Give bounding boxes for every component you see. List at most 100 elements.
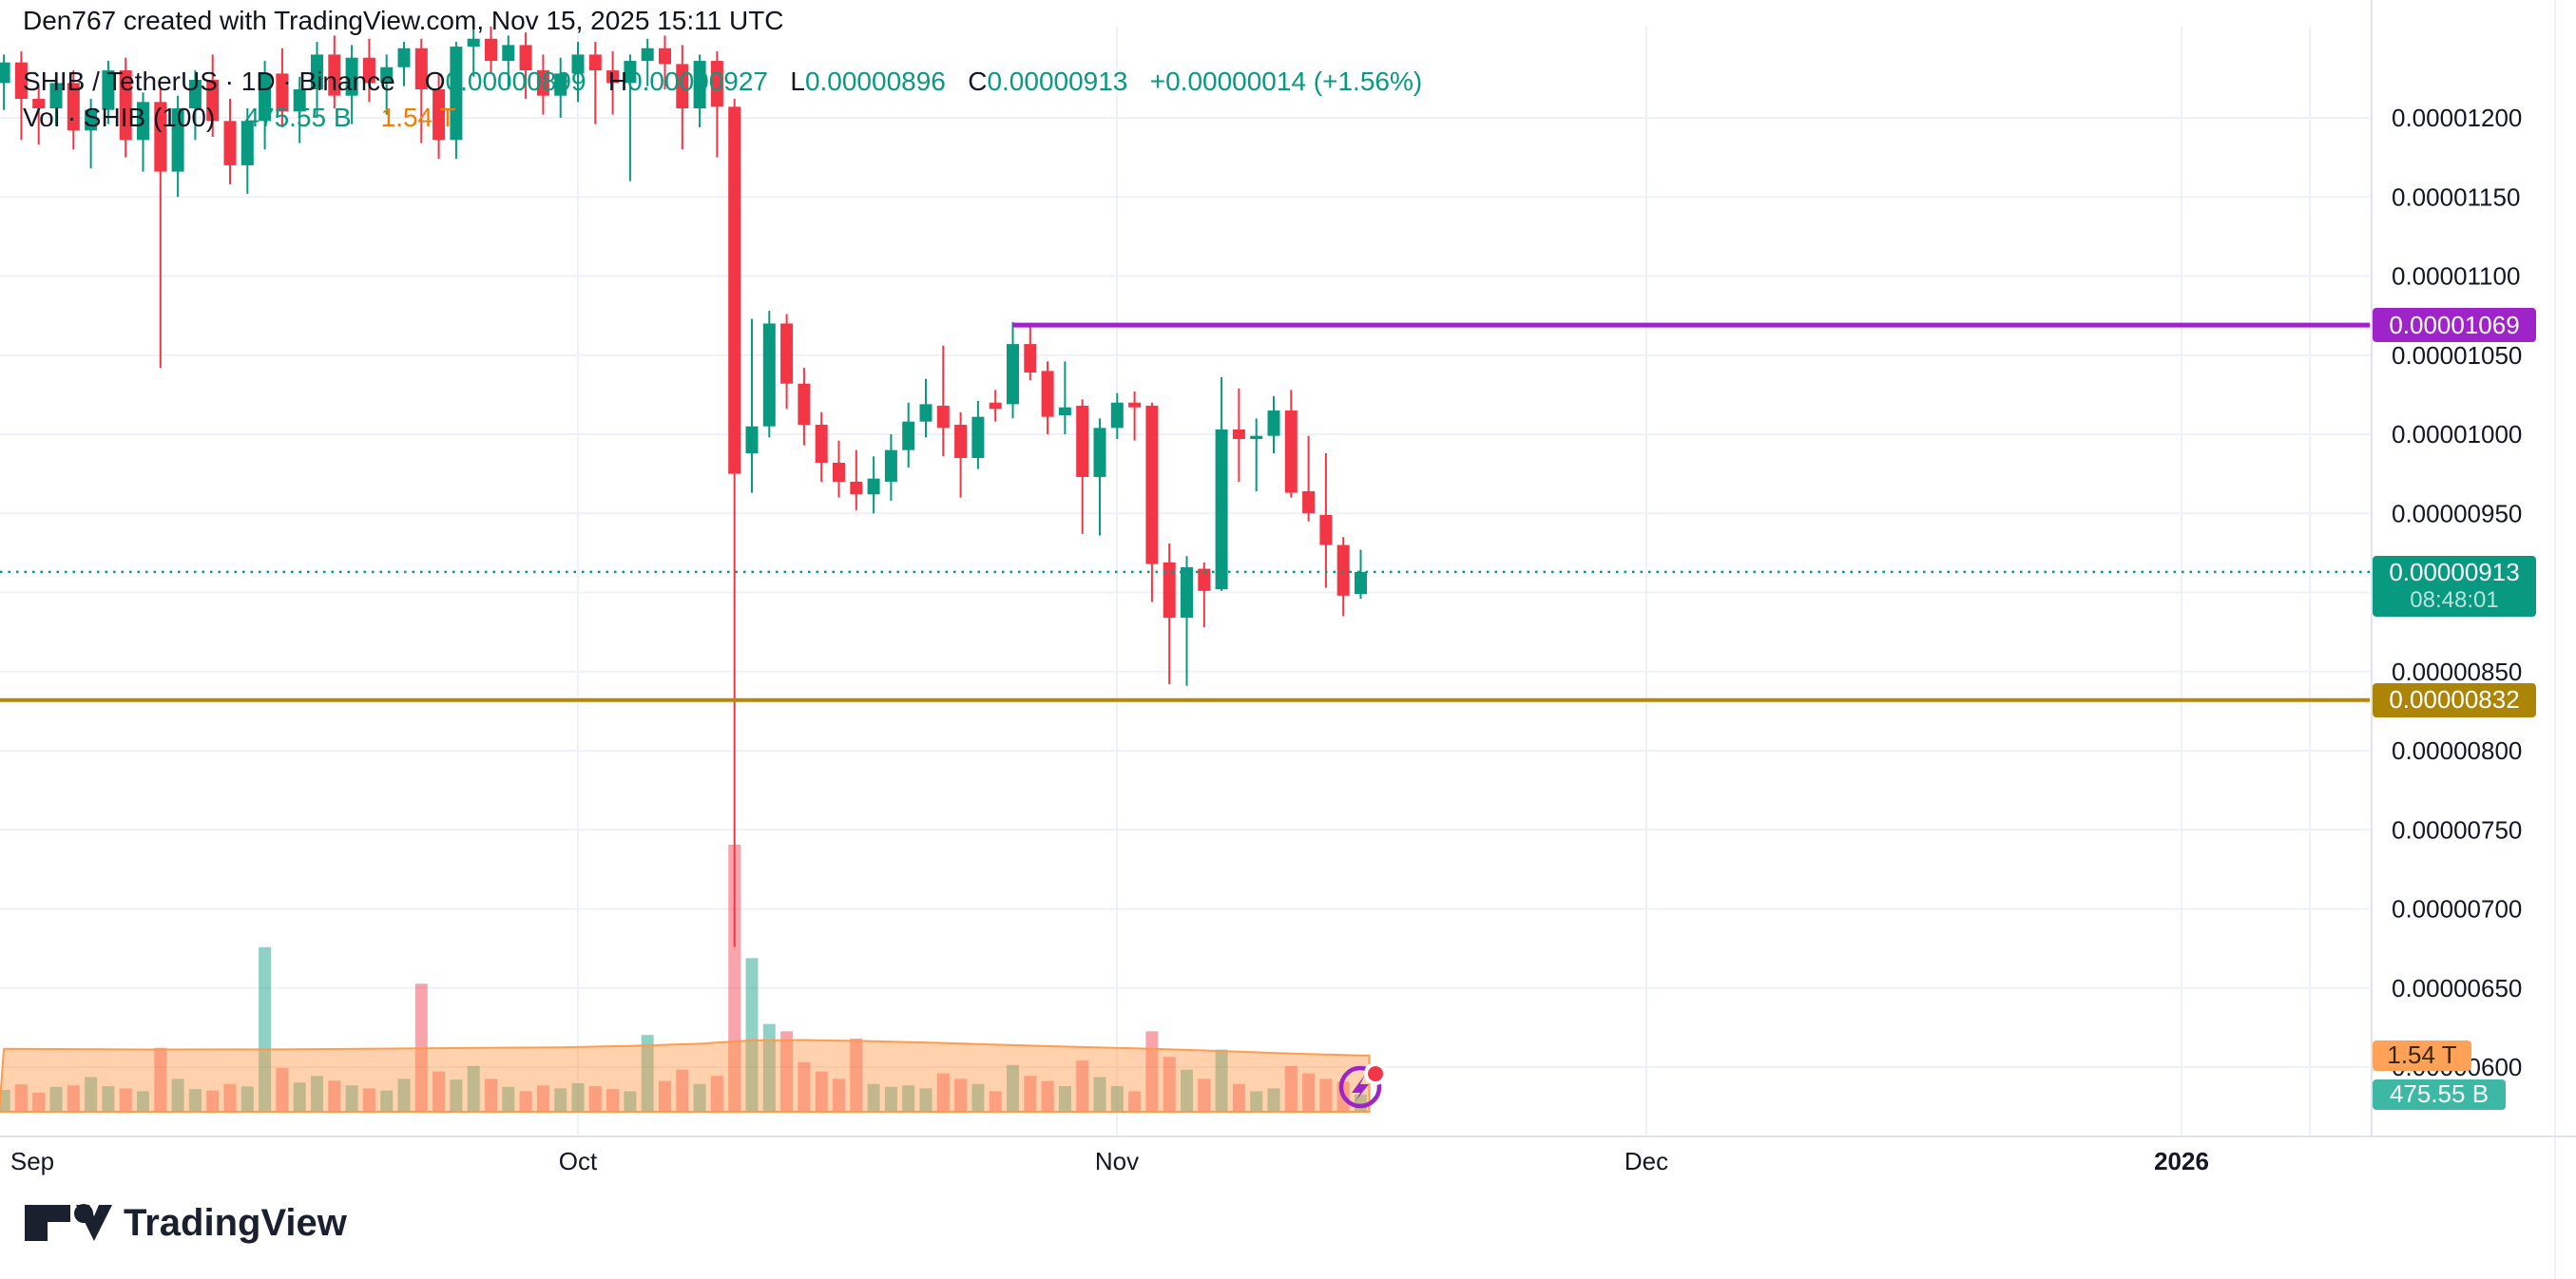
volume-bar [989,1091,1002,1112]
volume-bar [954,1079,968,1112]
logo-glyph-v [76,1205,112,1241]
volume-bar [311,1076,323,1112]
close-value: 0.00000913 [987,67,1128,96]
candle-body [1250,435,1263,439]
support-price-badge: 0.00000832 [2373,682,2536,717]
plot-area [0,27,2370,1113]
candle-body [485,38,497,62]
candle-body [433,89,446,141]
volume-bar [606,1089,620,1112]
volume-bar [745,958,759,1112]
candle-body [414,48,428,90]
candle-body [519,45,532,71]
candle-body [606,70,620,84]
volume-bar [345,1085,358,1112]
candle-body [1041,371,1054,417]
volume-bar [815,1071,828,1112]
candle-body [971,416,985,458]
volume-bar [833,1079,845,1112]
candle-body [902,421,915,450]
volume-bar [32,1092,46,1112]
volume-bar [467,1065,480,1112]
candle-body [850,481,863,495]
volume-bar [14,1084,28,1112]
candle-body [1319,514,1333,545]
current-price-badge: 0.00000913 08:48:01 [2373,555,2536,617]
volume-bar [328,1080,341,1112]
candle-body [780,323,794,384]
candle-body [0,62,10,84]
volume-bar [1007,1064,1019,1112]
volume-bar [49,1086,63,1112]
candle-body [954,425,968,458]
candle-body [624,61,637,84]
notification-dot [1368,1066,1383,1081]
volume-bar [485,1079,497,1112]
volume-bar [536,1085,549,1112]
volume-bar [659,1080,671,1112]
y-axis-label: 0.00000750 [2392,815,2522,844]
volume-bar [85,1077,98,1112]
tradingview-logo[interactable]: TradingView [23,1195,365,1257]
y-axis-label: 0.00000950 [2392,499,2522,527]
candle-body [345,57,358,96]
symbol-header: SHIB / TetherUS · 1D · Binance O0.000008… [23,67,1422,97]
volume-bar [1319,1079,1333,1112]
candle-body [710,61,723,107]
candle-body [171,108,184,172]
candle-body [936,406,950,429]
volume-bar [0,1089,10,1112]
candle-body [311,54,323,90]
volume-bar [1284,1065,1298,1112]
flash-idea-button[interactable] [1336,1062,1395,1123]
volume-bar [710,1076,723,1112]
candle-body [467,38,480,48]
candle-body [641,48,654,62]
candle-body [1267,410,1280,436]
volume-bar [850,1039,863,1112]
candle-body [328,54,341,96]
candle-body [554,73,567,96]
candle-body [276,73,289,112]
candle-body [397,48,411,67]
candle-body [833,462,845,482]
volume-bar [1093,1077,1106,1112]
volume-bar [67,1085,80,1112]
candle-body [745,426,759,453]
volume-bar [293,1082,306,1112]
logo-glyph-t [25,1205,70,1241]
volume-bar [1181,1069,1193,1112]
volume-bar [571,1082,585,1112]
flash-circle [1338,1065,1382,1109]
watermark-text: Den767 created with TradingView.com, Nov… [23,6,784,35]
volume-bar [1267,1088,1280,1112]
candle-body [1198,568,1211,591]
candle-body [14,62,28,100]
candle-body [1110,402,1124,429]
volume-bar [519,1091,532,1112]
change-value: +0.00000014 (+1.56%) [1149,67,1423,96]
volume-bar [919,1088,932,1112]
volume-bar [119,1088,132,1112]
candle-body [32,99,46,109]
candle-body [536,70,549,96]
volume-bar [1215,1049,1228,1112]
candle-body [49,83,63,109]
resistance-price-badge: 0.00001069 [2373,308,2536,343]
x-axis-label: Oct [559,1147,598,1175]
candle-body [85,109,98,131]
y-axis-label: 0.00001050 [2392,341,2522,370]
volume-bar [762,1023,776,1112]
volume-bar [936,1073,950,1112]
candle-body [450,47,463,141]
x-axis-label: Sep [10,1147,54,1175]
volume-bar [154,1047,167,1112]
volume-bar [693,1083,706,1112]
volume-bar [223,1083,237,1112]
volume-bar [884,1086,897,1112]
volume-bar [1163,1057,1176,1112]
y-axis-label: 0.00001100 [2392,262,2520,291]
volume-bar [1128,1091,1142,1112]
candle-body [1058,407,1071,416]
